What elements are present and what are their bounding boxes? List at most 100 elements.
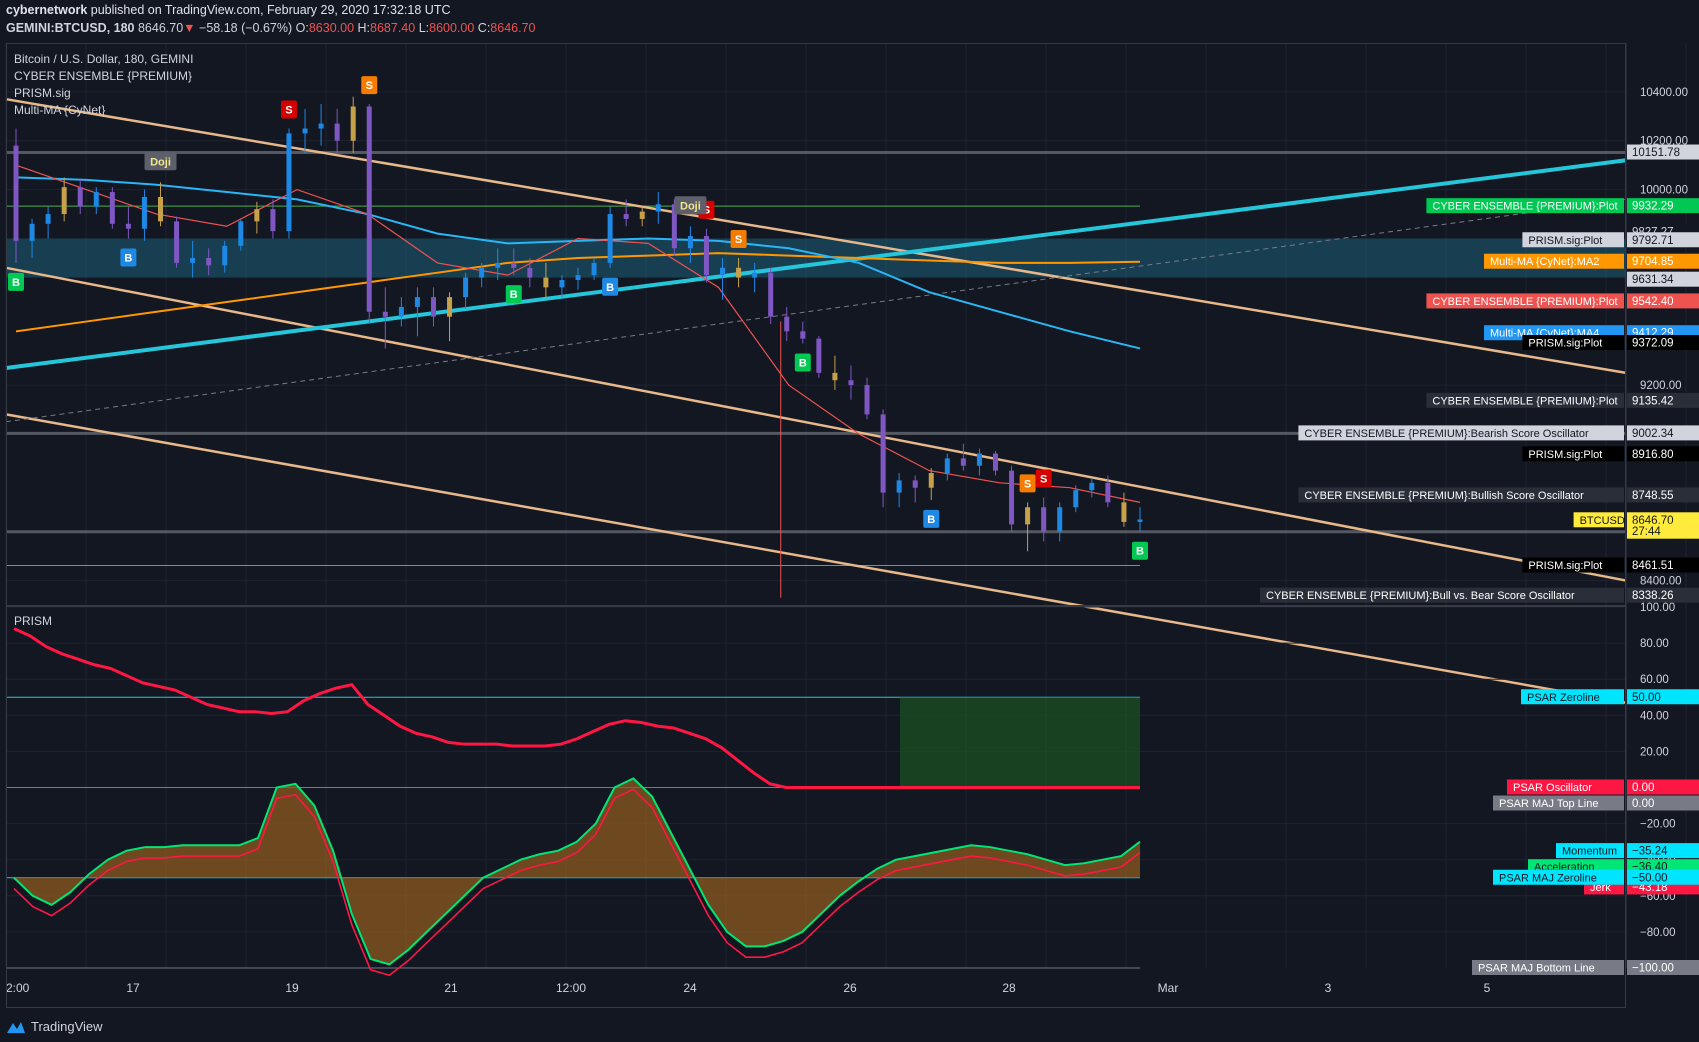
osc-label: −100.00 <box>1632 963 1674 975</box>
signal-label: B <box>799 358 807 370</box>
candle-body <box>93 192 99 207</box>
osc-label-tag <box>1627 779 1699 795</box>
price-label-tag <box>1627 293 1699 309</box>
footer[interactable]: TradingView <box>6 1019 103 1034</box>
candle-body <box>479 267 485 278</box>
price-label-tag <box>1627 587 1699 603</box>
candle-body <box>45 214 51 224</box>
candle-body <box>639 211 645 219</box>
legend-indicator-2[interactable]: PRISM.sig <box>14 86 71 100</box>
candle-body <box>736 267 742 278</box>
open-value: 8630.00 <box>308 21 355 35</box>
signal-badge <box>1019 474 1036 493</box>
osc-name: PSAR MAJ Bottom Line <box>1478 963 1595 975</box>
candle-body <box>848 380 854 386</box>
publish-info: published on TradingView.com, February 2… <box>90 3 451 17</box>
signal-badge <box>1132 541 1148 560</box>
indicator-name-tag <box>1522 335 1624 351</box>
high-label: H: <box>357 21 371 35</box>
jerk-line <box>13 788 1141 977</box>
psar-oscillator-line <box>13 627 1140 789</box>
price-tick: 8400.00 <box>1640 576 1682 588</box>
time-tick: 24 <box>683 981 697 995</box>
time-tick: 19 <box>285 981 299 995</box>
candle-body <box>447 297 453 317</box>
indicator-name-tag <box>1522 557 1624 573</box>
osc-label: −43.18 <box>1632 882 1668 894</box>
tradingview-logo-icon <box>7 1021 25 1033</box>
indicator-name: BTCUSD <box>1580 515 1625 527</box>
doji-badge <box>674 196 707 215</box>
indicator-name: CYBER ENSEMBLE {PREMIUM}:Plot <box>1432 296 1617 308</box>
candle-body <box>1089 482 1095 491</box>
legend-indicator-3[interactable]: Multi-MA {CyNet} <box>14 103 106 117</box>
candle-body <box>1105 482 1111 503</box>
price-label: 9792.71 <box>1632 235 1674 247</box>
candle-body <box>687 236 693 249</box>
low-label: L: <box>418 21 430 35</box>
legend-prism[interactable]: PRISM <box>14 614 53 628</box>
price-label: 8916.80 <box>1632 449 1674 461</box>
candle-body <box>13 145 19 241</box>
candle-body <box>655 204 661 212</box>
legend-indicator-1[interactable]: CYBER ENSEMBLE {PREMIUM} <box>14 69 193 83</box>
downtrend-line-lower <box>5 413 1627 704</box>
osc-label: 0.00 <box>1632 782 1654 794</box>
osc-tick: 80.00 <box>1640 638 1669 650</box>
candle-body <box>1121 502 1127 522</box>
signal-badge <box>923 509 940 528</box>
price-label: 9631.34 <box>1632 274 1674 286</box>
candle-body <box>366 106 372 312</box>
price-label: 9932.29 <box>1632 201 1674 213</box>
candle-body <box>206 258 212 266</box>
osc-tick: 60.00 <box>1640 674 1669 686</box>
symbol-bar: GEMINI:BTCUSD, 180 8646.70▼ −58.18 (−0.6… <box>6 21 535 35</box>
osc-name-tag <box>1493 795 1624 811</box>
candle-body <box>1057 507 1063 532</box>
osc-tick: −80.00 <box>1640 927 1676 939</box>
candle-body <box>350 106 356 141</box>
time-tick: Mar <box>1158 981 1179 995</box>
publish-header: cybernetwork published on TradingView.co… <box>6 3 450 17</box>
price-tick: 10400.00 <box>1640 87 1688 99</box>
price-label-tag <box>1627 392 1699 408</box>
indicator-name-tag <box>1484 253 1624 269</box>
candle-body <box>29 223 35 241</box>
indicator-name-tag <box>1426 198 1624 214</box>
candle-body <box>302 128 308 134</box>
time-tick: 26 <box>843 981 857 995</box>
time-tick: 28 <box>1002 981 1016 995</box>
price-label: 8748.55 <box>1632 490 1674 502</box>
candle-body <box>398 306 404 317</box>
indicator-name-tag <box>1260 587 1624 603</box>
candle-body <box>430 297 436 317</box>
price-label: 8338.26 <box>1632 590 1674 602</box>
candle-body <box>382 311 388 317</box>
axes: 10400.0010200.0010000.009200.008400.0010… <box>6 43 1699 995</box>
candle-body <box>800 331 806 339</box>
candle-body <box>463 277 469 298</box>
osc-tick: 20.00 <box>1640 746 1669 758</box>
price-label-tag <box>1627 232 1699 248</box>
candle-body <box>880 414 886 493</box>
candle-body <box>720 267 726 276</box>
osc-name-tag <box>1472 960 1624 975</box>
indicator-name-tag <box>1522 446 1624 462</box>
osc-name: PSAR Oscillator <box>1513 782 1592 794</box>
time-tick: 2:00 <box>6 981 30 995</box>
support-zone <box>6 238 1626 278</box>
osc-name: Momentum <box>1562 846 1617 858</box>
indicator-name: PRISM.sig:Plot <box>1528 560 1602 572</box>
indicator-name-tag <box>1522 232 1624 248</box>
dashed-trend-line <box>5 198 1627 423</box>
price-label: 8461.51 <box>1632 560 1674 572</box>
osc-tick: 100.00 <box>1640 602 1675 614</box>
osc-label-tag <box>1627 795 1699 811</box>
candle-body <box>703 236 709 276</box>
indicator-name: CYBER ENSEMBLE {PREMIUM}:Bullish Score O… <box>1304 490 1584 502</box>
price-tick: 10000.00 <box>1640 185 1688 197</box>
candle-body <box>976 453 982 466</box>
acceleration-line <box>13 777 1141 966</box>
signal-label: B <box>12 277 20 289</box>
candle-body <box>992 453 998 471</box>
